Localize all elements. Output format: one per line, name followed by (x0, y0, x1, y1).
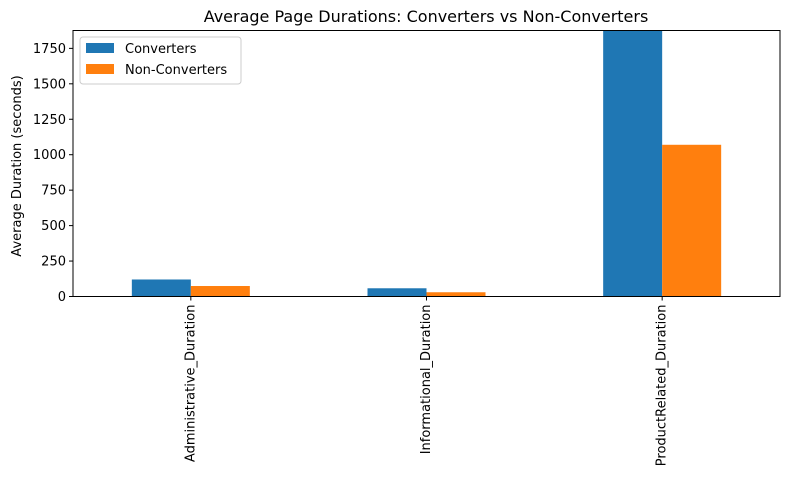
y-tick-label: 1500 (33, 77, 66, 92)
x-axis: Administrative_Duration Informational_Dur… (183, 296, 670, 467)
legend-label-non-converters: Non-Converters (125, 63, 227, 78)
y-tick-label: 250 (41, 255, 66, 270)
y-tick-label: 0 (58, 290, 66, 305)
plot-frame (72, 30, 781, 297)
y-tick-label: 500 (41, 219, 66, 234)
bar-converters-0 (131, 279, 191, 297)
legend-swatch-converters (86, 43, 114, 53)
y-tick-label: 750 (41, 184, 66, 199)
x-tick-label: Administrative_Duration (183, 305, 198, 463)
bars-group (131, 30, 722, 297)
legend: Converters Non-Converters (79, 36, 242, 85)
bar-non-converters-0 (190, 286, 250, 297)
chart-title: Average Page Durations: Converters vs No… (204, 7, 649, 26)
legend-label-converters: Converters (125, 42, 197, 57)
y-axis: 0 250 500 750 1000 1250 1500 1750 (33, 42, 73, 305)
bar-converters-2 (603, 30, 663, 297)
x-tick-label: Informational_Duration (419, 305, 434, 455)
bar-non-converters-2 (662, 144, 722, 297)
y-tick-label: 1750 (33, 42, 66, 57)
y-axis-label: Average Duration (seconds) (10, 75, 25, 256)
y-tick-label: 1000 (33, 148, 66, 163)
bar-non-converters-1 (426, 292, 486, 297)
bar-converters-1 (367, 288, 427, 297)
legend-swatch-non-converters (86, 64, 114, 74)
legend-box (79, 36, 242, 85)
y-tick-label: 1250 (33, 113, 66, 128)
x-tick-label: ProductRelated_Duration (655, 305, 670, 467)
